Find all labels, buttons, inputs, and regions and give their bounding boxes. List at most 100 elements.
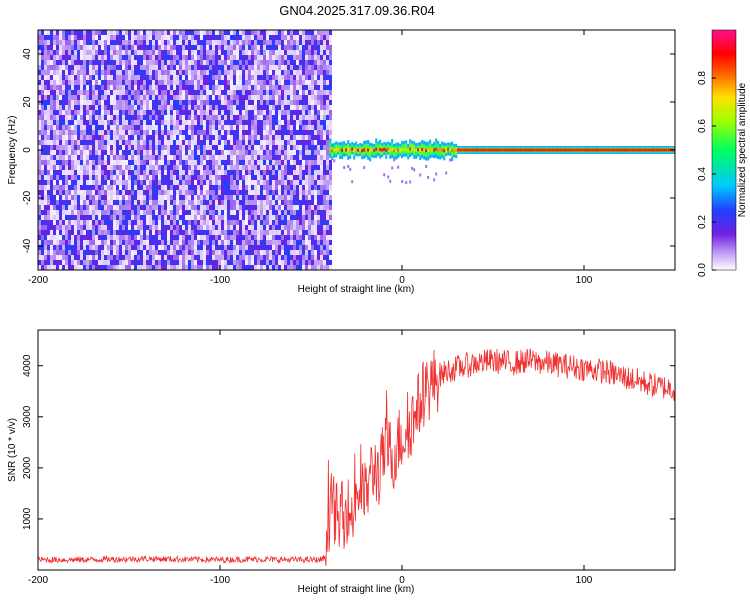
spectrogram-cell xyxy=(263,210,266,215)
spectrogram-cell xyxy=(218,190,221,195)
spectrogram-cell xyxy=(119,195,122,200)
spectrogram-cell xyxy=(293,125,296,130)
spectrogram-cell xyxy=(194,200,197,205)
spectrogram-cell xyxy=(272,80,275,85)
spectrogram-cell xyxy=(65,180,68,185)
spectrogram-cell xyxy=(107,40,110,45)
spectrogram-cell xyxy=(221,195,224,200)
spectrogram-cell xyxy=(296,250,299,255)
spectrogram-cell xyxy=(113,200,116,205)
spectrogram-cell xyxy=(281,255,284,260)
spectrogram-cell xyxy=(200,95,203,100)
spectrogram-cell xyxy=(269,220,272,225)
spectrogram-cell xyxy=(92,265,95,270)
spectrogram-cell xyxy=(317,160,320,165)
spectrogram-cell xyxy=(122,225,125,230)
spectrogram-cell xyxy=(59,260,62,265)
spectrogram-cell xyxy=(176,210,179,215)
spectrogram-cell xyxy=(107,95,110,100)
spectrogram-cell xyxy=(89,55,92,60)
spectrogram-cell xyxy=(302,215,305,220)
spectrogram-cell xyxy=(119,215,122,220)
spectrogram-cell xyxy=(137,130,140,135)
spectrogram-cell xyxy=(41,75,44,80)
spectrogram-cell xyxy=(65,85,68,90)
spectrogram-cell xyxy=(56,175,59,180)
spectrogram-cell xyxy=(47,150,50,155)
spectrogram-cell xyxy=(275,65,278,70)
spectrogram-cell xyxy=(137,255,140,260)
spectrogram-cell xyxy=(125,145,128,150)
spectrogram-cell xyxy=(149,240,152,245)
spectrogram-cell xyxy=(206,80,209,85)
spectrogram-cell xyxy=(251,120,254,125)
spectrogram-cell xyxy=(320,180,323,185)
spectrogram-cell xyxy=(305,65,308,70)
spectrogram-cell xyxy=(209,30,212,35)
spectrogram-cell xyxy=(308,80,311,85)
spectrogram-cell xyxy=(44,140,47,145)
spectrogram-cell xyxy=(131,105,134,110)
spectrogram-cell xyxy=(125,170,128,175)
spectrogram-cell xyxy=(128,150,131,155)
spectrogram-cell xyxy=(83,260,86,265)
spectrogram-cell xyxy=(209,165,212,170)
spectrogram-cell xyxy=(326,120,329,125)
spectrogram-cell xyxy=(284,255,287,260)
spectrogram-cell xyxy=(176,60,179,65)
spectrogram-cell xyxy=(284,70,287,75)
spectrogram-cell xyxy=(263,95,266,100)
spectrogram-cell xyxy=(44,180,47,185)
spectrogram-cell xyxy=(125,155,128,160)
spectrogram-cell xyxy=(50,175,53,180)
spectrogram-cell xyxy=(221,260,224,265)
spectrogram-cell xyxy=(287,150,290,155)
spectrogram-cell xyxy=(275,140,278,145)
spectrogram-cell xyxy=(149,165,152,170)
spectrogram-cell xyxy=(302,155,305,160)
spectrogram-cell xyxy=(143,125,146,130)
spectrogram-cell xyxy=(161,65,164,70)
spectrogram-cell xyxy=(323,125,326,130)
spectrogram-cell xyxy=(233,220,236,225)
spectrogram-cell xyxy=(251,265,254,270)
spectrogram-cell xyxy=(203,90,206,95)
spectrogram-cell xyxy=(68,190,71,195)
spectrogram-cell xyxy=(194,245,197,250)
spectrogram-cell xyxy=(206,170,209,175)
spectrogram-cell xyxy=(242,70,245,75)
spectrogram-cell xyxy=(53,250,56,255)
spectrogram-cell xyxy=(176,215,179,220)
spectrogram-cell xyxy=(284,110,287,115)
spectrogram-cell xyxy=(140,145,143,150)
spectrogram-cell xyxy=(62,125,65,130)
spectrogram-cell xyxy=(293,155,296,160)
spectrogram-cell xyxy=(68,220,71,225)
spectrogram-cell xyxy=(161,110,164,115)
spectrogram-cell xyxy=(299,235,302,240)
spectrogram-cell xyxy=(242,100,245,105)
spectrogram-cell xyxy=(89,215,92,220)
spectrogram-cell xyxy=(170,100,173,105)
spectrogram-cell xyxy=(200,50,203,55)
spectrogram-cell xyxy=(77,35,80,40)
spectrogram-cell xyxy=(95,170,98,175)
spectrogram-cell xyxy=(308,235,311,240)
spectrogram-cell xyxy=(116,100,119,105)
spectrogram-cell xyxy=(266,70,269,75)
spectrogram-cell xyxy=(74,50,77,55)
spectrogram-cell xyxy=(254,215,257,220)
spectrogram-cell xyxy=(128,120,131,125)
spectrogram-cell xyxy=(170,200,173,205)
spectrogram-cell xyxy=(320,65,323,70)
spectrogram-cell xyxy=(92,235,95,240)
spectrogram-cell xyxy=(89,60,92,65)
spectrogram-cell xyxy=(194,205,197,210)
spectrogram-cell xyxy=(314,265,317,270)
spectrogram-cell xyxy=(263,180,266,185)
spectrogram-cell xyxy=(65,210,68,215)
spectrogram-cell xyxy=(38,65,41,70)
spectrogram-cell xyxy=(50,75,53,80)
spectrogram-cell xyxy=(152,150,155,155)
spectrogram-cell xyxy=(56,120,59,125)
